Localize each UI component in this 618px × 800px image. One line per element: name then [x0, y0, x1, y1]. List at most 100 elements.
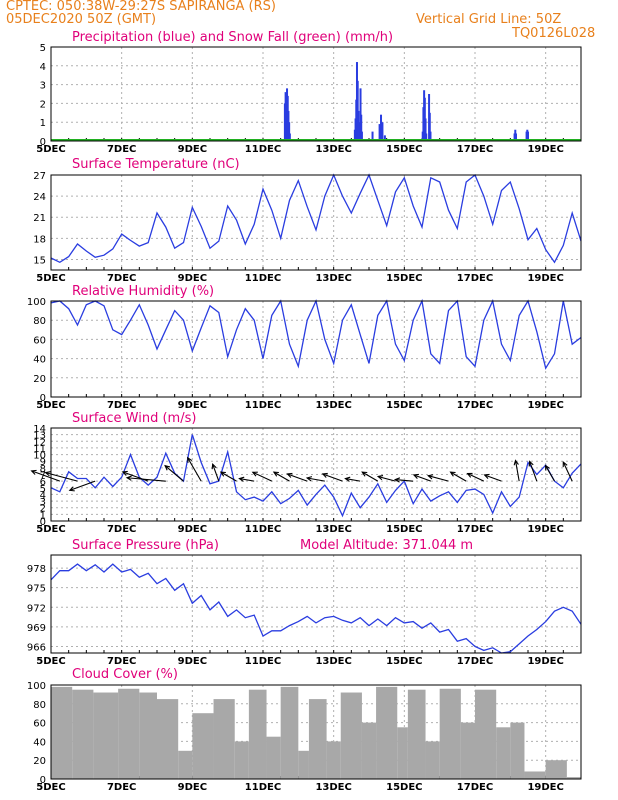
wind-vector: [252, 471, 273, 482]
wind-vector-head: [211, 463, 217, 470]
wind-vector: [545, 465, 555, 482]
precip-bar: [425, 133, 428, 141]
temperature-x-tick-label: 5DEC: [36, 273, 65, 284]
wind-vector: [322, 473, 343, 482]
humidity-y-tick-label: 100: [27, 297, 46, 308]
cloud-cover-bar: [407, 689, 426, 779]
cloud-cover-bar: [475, 689, 497, 779]
precip-y-tick-label: 5: [40, 43, 46, 54]
pressure-panel: [50, 554, 582, 654]
precip-bar: [378, 124, 381, 141]
cloud-cover-bar: [280, 686, 299, 779]
cloud-cover-bar: [566, 777, 581, 779]
wind-vector-head: [44, 471, 51, 477]
cloud-cover-bar: [460, 722, 475, 779]
wind-y-tick-label: 6: [40, 477, 46, 488]
precip-bar: [514, 133, 517, 141]
precip-bar: [360, 131, 363, 141]
cloud-cover-bar: [93, 692, 119, 779]
cloud-x-tick-label: 9DEC: [178, 782, 207, 793]
wind-y-tick-label: 2: [40, 504, 46, 515]
wind-vector-head: [68, 486, 75, 492]
cloud-y-tick-label: 100: [27, 681, 46, 692]
humidity-x-tick-label: 13DEC: [315, 400, 351, 411]
cloud-cover-bar: [139, 692, 157, 779]
precip-bar: [371, 131, 374, 141]
precip-x-tick-label: 11DEC: [245, 144, 281, 155]
pressure-x-tick-label: 13DEC: [315, 656, 351, 667]
temperature-x-tick-label: 9DEC: [178, 273, 207, 284]
wind-vector-head: [251, 471, 258, 477]
wind-vector-head: [344, 476, 351, 482]
humidity-panel: [50, 298, 582, 398]
wind-panel: [30, 427, 582, 522]
temperature-x-tick-label: 15DEC: [386, 273, 422, 284]
pressure-y-tick-label: 969: [27, 623, 46, 634]
precip-bar: [380, 114, 383, 141]
wind-vector: [484, 474, 502, 482]
wind-y-tick-label: 1: [40, 510, 46, 521]
temperature-y-tick-label: 15: [33, 255, 46, 266]
cloud-cover-bar: [510, 722, 525, 779]
wind-vector-head: [286, 472, 293, 478]
wind-vector-head: [219, 471, 226, 477]
wind-vector: [377, 475, 396, 482]
precip-y-tick-label: 0: [40, 137, 46, 148]
cloud-frame: [50, 684, 582, 780]
run-date: 05DEC2020 50Z (GMT): [6, 12, 157, 27]
wind-vector-head: [562, 460, 568, 468]
wind-y-tick-label: 0: [40, 517, 46, 528]
wind-vector: [514, 460, 520, 482]
wind-vector: [45, 472, 78, 482]
precip-bar: [288, 122, 291, 141]
precip-y-tick-label: 3: [40, 81, 46, 92]
wind-vector: [529, 461, 538, 482]
wind-y-tick-label: 11: [33, 444, 46, 455]
temperature-frame: [50, 174, 582, 271]
wind-vector: [273, 471, 290, 482]
wind-series-line: [50, 434, 582, 518]
pressure-x-tick-label: 5DEC: [36, 656, 65, 667]
cloud-cover-bar: [266, 736, 281, 779]
cloud-y-tick-label: 0: [40, 775, 46, 786]
cloud-cover-bar: [361, 722, 377, 779]
precip-panel: [50, 46, 582, 142]
wind-x-tick-label: 15DEC: [386, 524, 422, 535]
temperature-y-tick-label: 27: [33, 171, 46, 182]
cloud-y-tick-label: 80: [33, 700, 46, 711]
cloud-title: Cloud Cover (%): [72, 667, 178, 682]
cloud-x-tick-label: 5DEC: [36, 782, 65, 793]
wind-x-tick-label: 13DEC: [315, 524, 351, 535]
precip-x-tick-label: 19DEC: [527, 144, 563, 155]
wind-y-tick-label: 3: [40, 497, 46, 508]
cloud-cover-bar: [425, 741, 440, 779]
cloud-x-tick-label: 17DEC: [457, 782, 493, 793]
cloud-cover-bar: [178, 750, 193, 779]
humidity-frame: [50, 300, 582, 398]
precip-x-tick-label: 13DEC: [315, 144, 351, 155]
wind-vector: [31, 470, 61, 482]
cloud-cover-bar: [213, 699, 235, 779]
humidity-y-tick-label: 20: [33, 374, 46, 385]
pressure-x-tick-label: 15DEC: [386, 656, 422, 667]
wind-frame: [50, 427, 582, 522]
wind-y-tick-label: 10: [33, 451, 46, 462]
wind-vector-head: [449, 471, 456, 477]
wind-vector: [395, 479, 414, 482]
precip-x-tick-label: 17DEC: [457, 144, 493, 155]
precip-x-tick-label: 7DEC: [107, 144, 136, 155]
grid-line-note: Vertical Grid Line: 50Z: [416, 12, 562, 27]
humidity-x-tick-label: 17DEC: [457, 400, 493, 411]
humidity-title: Relative Humidity (%): [72, 284, 214, 299]
wind-vector: [307, 477, 325, 482]
cloud-cover-bar: [439, 688, 461, 779]
humidity-x-tick-label: 11DEC: [245, 400, 281, 411]
cloud-cover-bar: [51, 686, 73, 779]
wind-vector-head: [528, 460, 534, 467]
wind-y-tick-label: 8: [40, 464, 46, 475]
station-header: CPTEC: 050:38W-29:27S SAPIRANGA (RS): [6, 0, 276, 14]
precip-title: Precipitation (blue) and Snow Fall (gree…: [72, 30, 393, 45]
wind-vector-head: [164, 464, 171, 471]
precip-bar: [428, 112, 431, 141]
